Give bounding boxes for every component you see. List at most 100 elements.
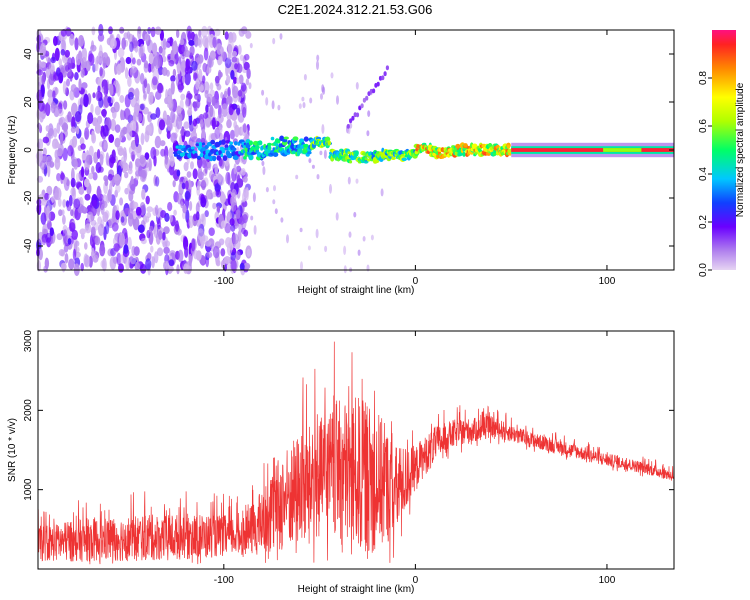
- signal-blob: [210, 139, 216, 145]
- noise-blob: [177, 249, 184, 263]
- x-tick-label: 100: [599, 276, 616, 287]
- noise-blob: [148, 225, 154, 232]
- noise-blob: [49, 227, 54, 237]
- noise-blob: [73, 198, 81, 210]
- signal-blob: [455, 143, 461, 149]
- noise-blob: [133, 88, 140, 97]
- noise-blob: [214, 183, 222, 192]
- noise-blob: [132, 57, 136, 65]
- noise-blob: [155, 176, 160, 187]
- noise-blob: [94, 105, 101, 116]
- noise-blob: [62, 199, 67, 208]
- noise-blob: [245, 30, 252, 39]
- noise-blob: [92, 92, 96, 99]
- noise-blob: [66, 69, 72, 77]
- noise-blob: [107, 189, 112, 202]
- noise-blob: [48, 73, 55, 86]
- noise-blob: [154, 135, 162, 149]
- noise-blob: [231, 188, 237, 201]
- x-tick-label: -100: [214, 575, 234, 586]
- noise-blob: [167, 95, 172, 105]
- noise-blob: [121, 37, 126, 50]
- colorbar-tick-label: 0.8: [698, 71, 709, 85]
- noise-speck: [324, 245, 328, 253]
- noise-speck: [308, 158, 312, 164]
- signal-blob: [183, 147, 187, 153]
- noise-blob: [243, 176, 248, 183]
- noise-blob: [127, 167, 133, 175]
- noise-blob: [197, 166, 203, 180]
- noise-blob: [182, 205, 187, 214]
- noise-blob: [110, 37, 117, 50]
- noise-blob: [98, 223, 105, 236]
- noise-blob: [146, 206, 154, 213]
- noise-blob: [128, 190, 134, 202]
- noise-blob: [117, 147, 124, 156]
- noise-blob: [224, 57, 232, 69]
- noise-blob: [214, 28, 221, 37]
- noise-blob: [214, 75, 220, 84]
- noise-blob: [124, 171, 129, 179]
- noise-speck: [253, 225, 257, 235]
- noise-blob: [209, 82, 214, 91]
- noise-blob: [50, 56, 57, 64]
- noise-blob: [217, 114, 224, 124]
- noise-blob: [230, 129, 235, 140]
- signal-blob: [190, 146, 195, 150]
- noise-blob: [188, 39, 195, 47]
- noise-speck: [249, 42, 253, 49]
- noise-blob: [70, 187, 76, 197]
- noise-blob: [195, 78, 200, 91]
- noise-blob: [90, 44, 97, 52]
- signal-blob: [272, 152, 279, 158]
- noise-blob: [120, 129, 125, 138]
- noise-blob: [84, 242, 88, 250]
- noise-blob: [182, 75, 186, 84]
- noise-blob: [147, 62, 152, 73]
- noise-speck: [302, 102, 306, 109]
- signal-blob: [270, 136, 275, 141]
- noise-blob: [231, 56, 238, 63]
- noise-speck: [250, 215, 254, 221]
- signal-blob: [290, 143, 295, 150]
- noise-blob: [39, 108, 44, 123]
- noise-blob: [158, 230, 163, 241]
- noise-blob: [44, 257, 49, 269]
- colorbar-tick-label: 0.4: [698, 167, 709, 181]
- signal-blob: [402, 157, 407, 162]
- noise-blob: [53, 127, 58, 138]
- noise-blob: [130, 97, 137, 108]
- noise-blob: [92, 172, 98, 181]
- noise-blob: [180, 93, 186, 101]
- band-dim-section: [603, 148, 642, 152]
- band-core: [511, 148, 674, 152]
- noise-blob: [113, 173, 121, 181]
- noise-blob: [206, 251, 213, 259]
- noise-blob: [114, 124, 121, 133]
- noise-blob: [215, 259, 221, 267]
- noise-blob: [237, 44, 242, 55]
- noise-blob: [81, 82, 88, 89]
- noise-blob: [181, 126, 185, 136]
- noise-speck: [355, 178, 359, 184]
- noise-blob: [56, 233, 63, 241]
- noise-blob: [129, 67, 134, 77]
- noise-blob: [116, 83, 121, 97]
- noise-blob: [202, 62, 207, 73]
- noise-blob: [172, 68, 177, 78]
- noise-blob: [227, 50, 232, 60]
- signal-blob: [354, 150, 359, 156]
- noise-blob: [150, 26, 156, 38]
- noise-blob: [120, 109, 124, 121]
- noise-blob: [116, 63, 122, 75]
- noise-blob: [134, 261, 140, 271]
- signal-blob: [303, 136, 309, 142]
- noise-blob: [119, 95, 125, 103]
- noise-blob: [101, 194, 108, 206]
- noise-blob: [232, 233, 239, 245]
- noise-blob: [204, 117, 212, 128]
- noise-blob: [136, 58, 142, 66]
- streak-blob: [367, 91, 371, 96]
- noise-blob: [62, 147, 68, 161]
- noise-blob: [193, 213, 198, 222]
